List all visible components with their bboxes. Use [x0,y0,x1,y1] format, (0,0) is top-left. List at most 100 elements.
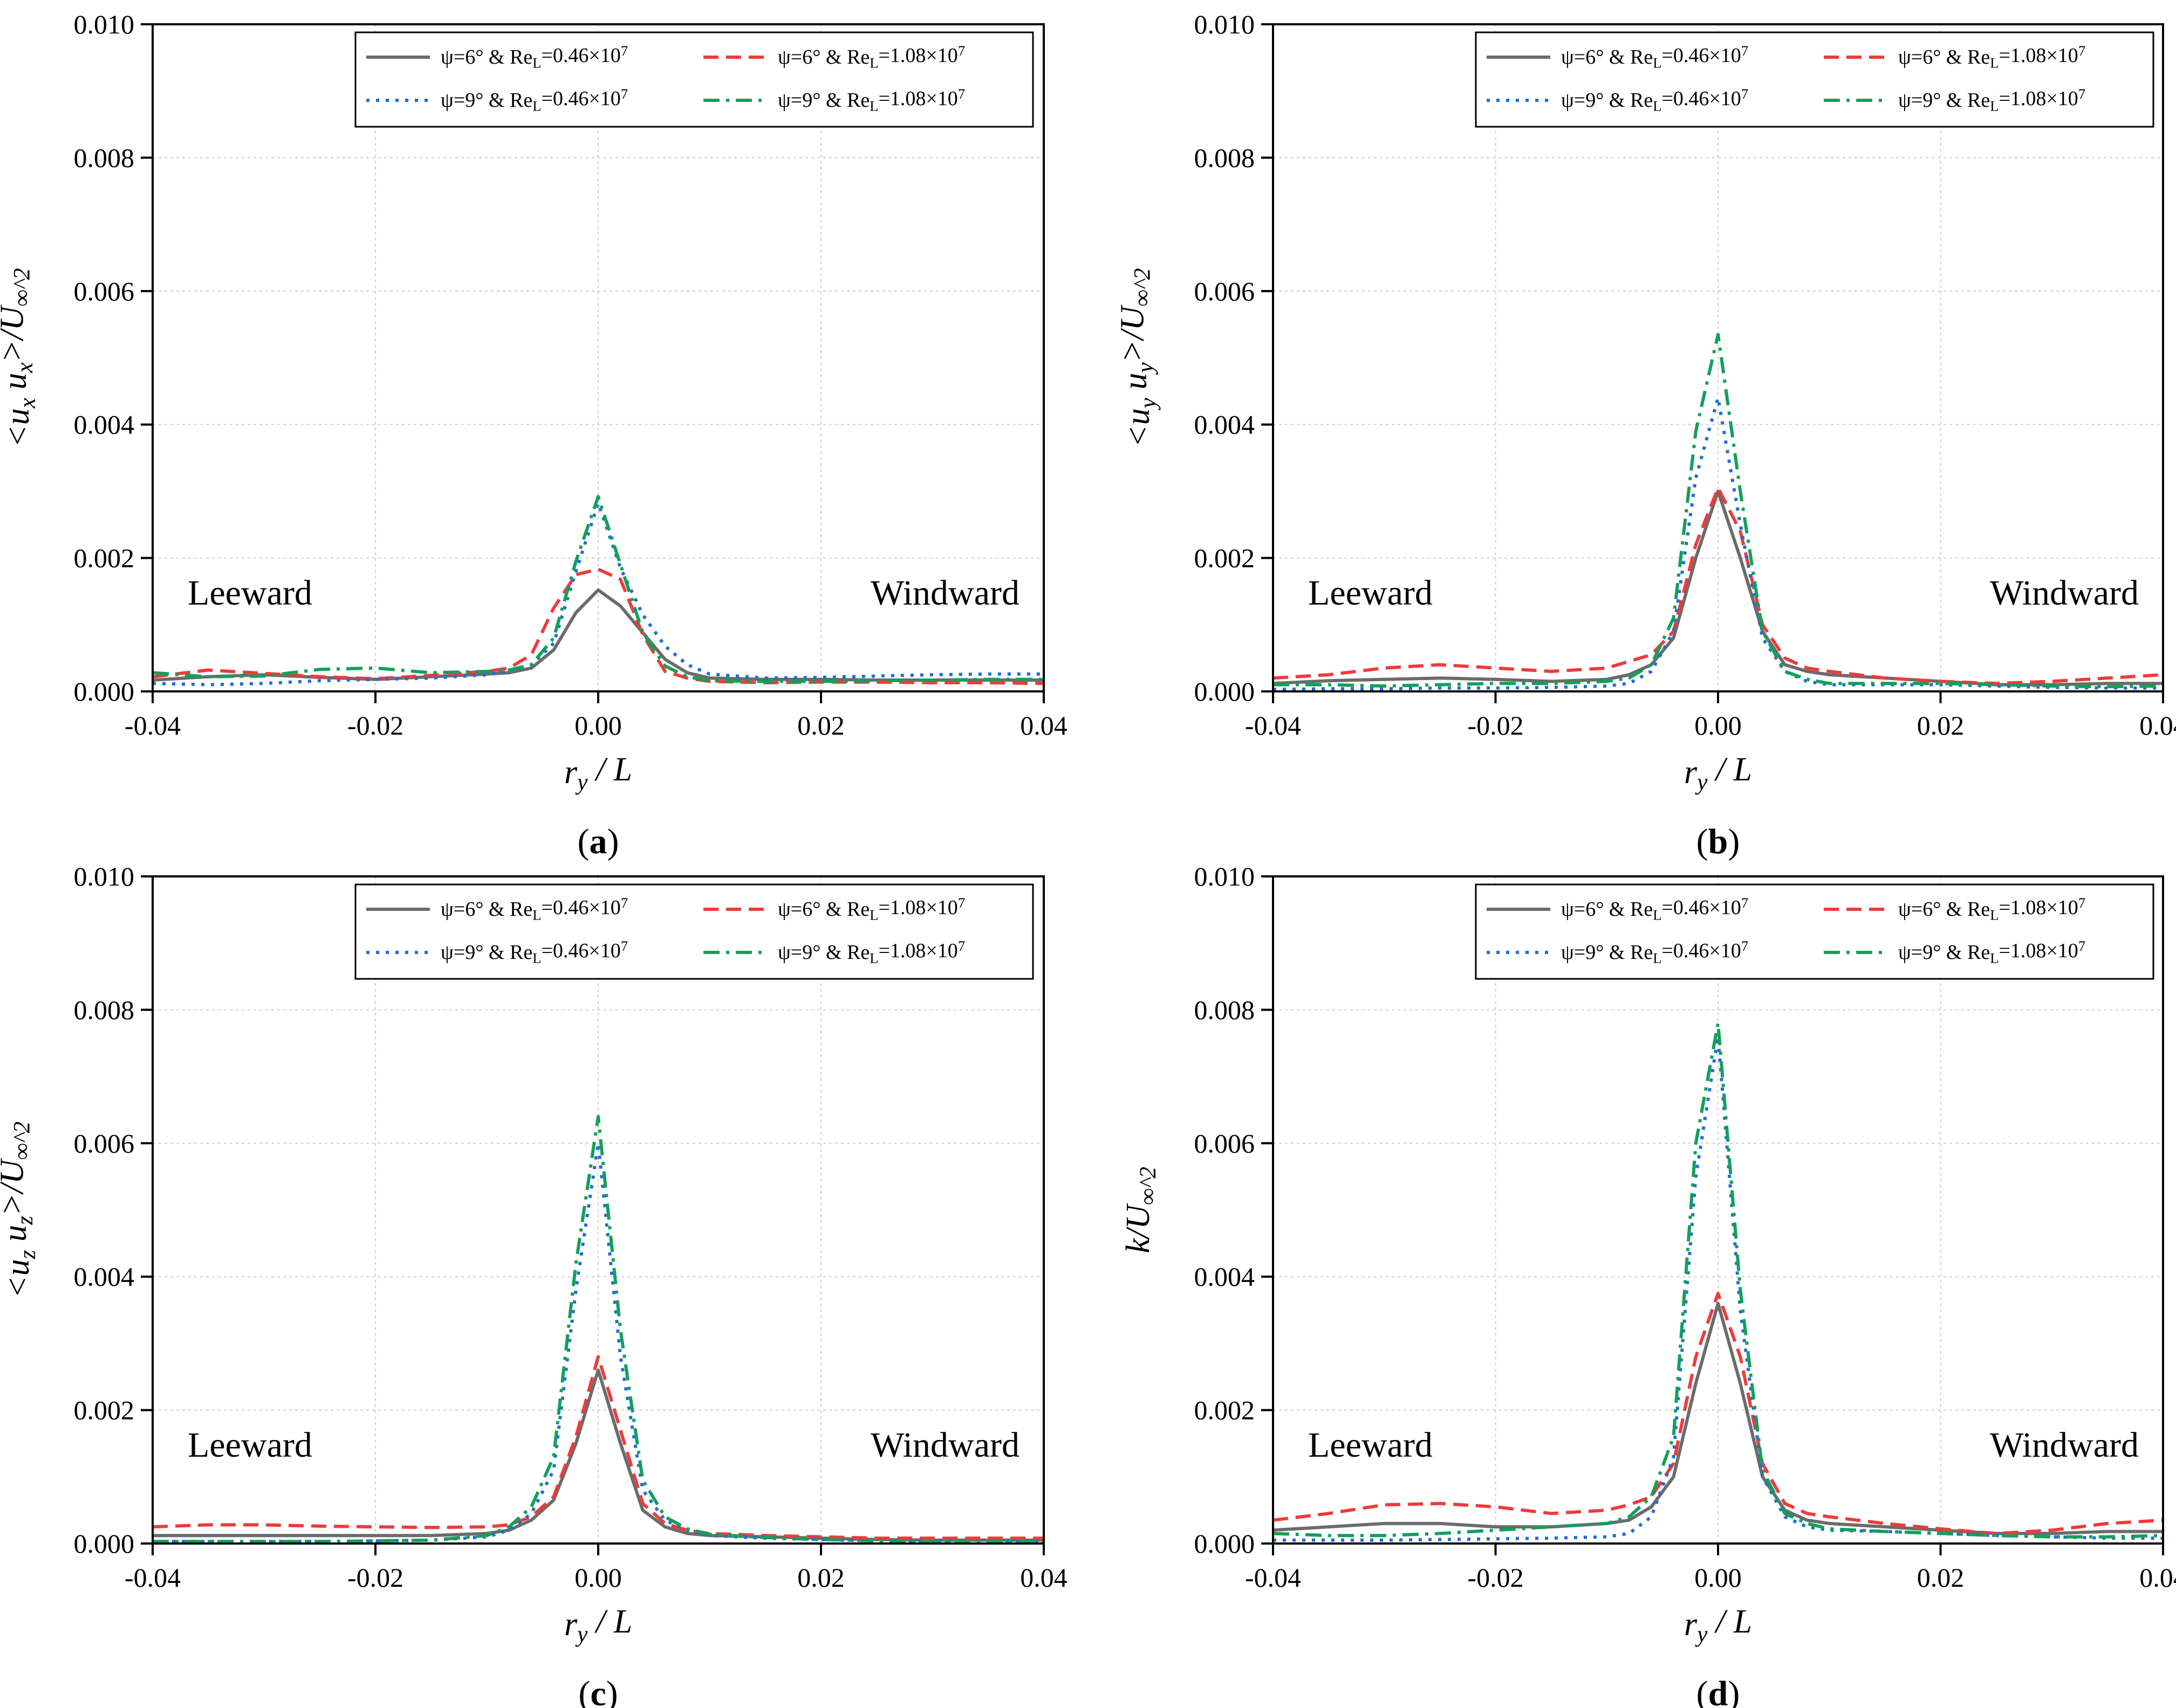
legend-label-1: ψ=6° & ReL=0.46×107 [441,43,628,71]
series-line-4 [153,1115,1044,1544]
y-tick-label: 0.010 [74,861,135,891]
x-tick-label: -0.02 [347,710,403,740]
y-tick-label: 0.004 [1194,409,1255,440]
x-tick-label: 0.04 [2139,1562,2176,1593]
y-tick-label: 0.006 [74,276,135,306]
legend: ψ=6° & ReL=0.46×107 ψ=6° & ReL=1.08×107 ψ=… [1475,883,2154,980]
y-tick-label: 0.008 [74,142,135,173]
panel-label: (c) [578,1674,618,1708]
legend-label-4: ψ=9° & ReL=1.08×107 [778,938,965,966]
series-line-4 [1273,333,2164,689]
legend-label-2: ψ=6° & ReL=1.08×107 [1898,43,2085,71]
y-tick-label: 0.008 [1194,994,1255,1025]
y-tick-label: 0.006 [1194,1128,1255,1158]
x-tick-label: 0.02 [1917,710,1965,740]
annotation-leeward: Leeward [1308,1425,1433,1465]
annotation-windward: Windward [1990,573,2139,613]
y-tick-label: 0.004 [74,1261,135,1292]
x-axis-title: ry / L [564,751,632,795]
annotation-windward: Windward [1990,1425,2139,1465]
annotation-leeward: Leeward [1308,573,1433,613]
y-axis-title: <uz uz>/U∞^2 [0,1122,40,1299]
y-tick-label: 0.000 [74,676,135,706]
legend: ψ=6° & ReL=0.46×107 ψ=6° & ReL=1.08×107 ψ=… [1475,31,2154,128]
x-tick-label: -0.04 [1245,1562,1301,1593]
legend-label-1: ψ=6° & ReL=0.46×107 [441,895,628,923]
y-tick-label: 0.000 [74,1528,135,1559]
x-tick-label: -0.02 [347,1562,403,1593]
x-tick-label: 0.00 [574,1562,622,1593]
annotation-windward: Windward [871,1425,1019,1465]
chart-panel-d: -0.04 -0.02 0.00 0.02 0.04 0.000 0.002 0.004 0.0… [1120,861,2176,1708]
y-tick-label: 0.008 [74,994,135,1025]
panel-label: (a) [578,822,619,861]
x-tick-label: 0.00 [574,710,622,740]
chart-panel-a: -0.04 -0.02 0.00 0.02 0.04 0.000 0.002 0.004 0.0… [0,9,1068,861]
legend-label-1: ψ=6° & ReL=0.46×107 [1561,43,1748,71]
y-axis-title: k/U∞^2 [1120,1167,1161,1253]
y-tick-label: 0.002 [1194,1395,1255,1425]
panel-label: (b) [1696,822,1740,861]
series-line-3 [1273,1034,2163,1542]
legend-label-3: ψ=9° & ReL=0.46×107 [1561,86,1748,114]
legend: ψ=6° & ReL=0.46×107 ψ=6° & ReL=1.08×107 ψ=… [354,31,1034,128]
legend-label-2: ψ=6° & ReL=1.08×107 [778,43,965,71]
series-line-4 [152,495,1044,683]
x-tick-label: 0.02 [797,710,845,740]
x-tick-label: 0.00 [1694,710,1742,740]
legend-label-3: ψ=9° & ReL=0.46×107 [441,938,628,966]
legend-box [1475,883,2154,980]
legend-label-3: ψ=9° & ReL=0.46×107 [441,86,628,114]
y-axis-title: <uy uy>/U∞^2 [1114,268,1161,448]
x-tick-label: -0.04 [125,1562,181,1593]
x-tick-label: -0.04 [125,710,181,740]
legend-label-2: ψ=6° & ReL=1.08×107 [1898,895,2085,923]
y-tick-label: 0.004 [1194,1261,1255,1292]
legend: ψ=6° & ReL=0.46×107 ψ=6° & ReL=1.08×107 ψ=… [354,883,1034,980]
y-tick-label: 0.004 [74,409,135,440]
x-tick-label: -0.04 [1245,710,1301,740]
y-tick-label: 0.008 [1194,142,1255,173]
x-tick-label: 0.04 [1020,1562,1068,1593]
legend-label-4: ψ=9° & ReL=1.08×107 [1898,86,2085,114]
y-tick-label: 0.002 [74,1395,135,1425]
annotation-leeward: Leeward [188,573,312,613]
x-tick-label: 0.00 [1694,1562,1742,1593]
x-tick-label: 0.02 [1917,1562,1965,1593]
legend-box [354,883,1034,980]
chart-panel-c: -0.04 -0.02 0.00 0.02 0.04 0.000 0.002 0.004 0.0… [0,861,1068,1708]
y-tick-label: 0.006 [74,1128,135,1158]
series-line-3 [152,502,1044,687]
y-tick-label: 0.002 [1194,543,1255,573]
y-tick-label: 0.010 [1194,9,1255,39]
series-line-2 [152,567,1044,685]
legend-box [354,31,1034,128]
legend-label-2: ψ=6° & ReL=1.08×107 [778,895,965,923]
legend-label-1: ψ=6° & ReL=0.46×107 [1561,895,1748,923]
x-axis-title: ry / L [564,1603,632,1647]
annotation-windward: Windward [871,573,1019,613]
panel-label: (d) [1696,1674,1740,1708]
x-tick-label: -0.02 [1467,1562,1523,1593]
y-tick-label: 0.002 [74,543,135,573]
x-tick-label: -0.02 [1467,710,1523,740]
y-tick-label: 0.010 [74,9,135,39]
x-axis-title: ry / L [1684,751,1752,795]
series-line-2 [152,1355,1044,1540]
series-line-4 [1272,1021,2164,1539]
x-tick-label: 0.04 [1020,710,1068,740]
y-tick-label: 0.000 [1194,1528,1255,1559]
y-tick-label: 0.006 [1194,276,1255,306]
legend-label-3: ψ=9° & ReL=0.46×107 [1561,938,1748,966]
y-tick-label: 0.010 [1194,861,1255,891]
x-tick-label: 0.04 [2139,710,2176,740]
series-line-2 [1272,486,2164,685]
y-axis-title: <ux ux>/U∞^2 [0,268,40,448]
annotation-leeward: Leeward [188,1425,312,1465]
series-line-2 [1272,1292,2164,1535]
x-axis-title: ry / L [1684,1603,1752,1647]
legend-label-4: ψ=9° & ReL=1.08×107 [1898,938,2085,966]
y-tick-label: 0.000 [1194,676,1255,706]
legend-box [1475,31,2154,128]
